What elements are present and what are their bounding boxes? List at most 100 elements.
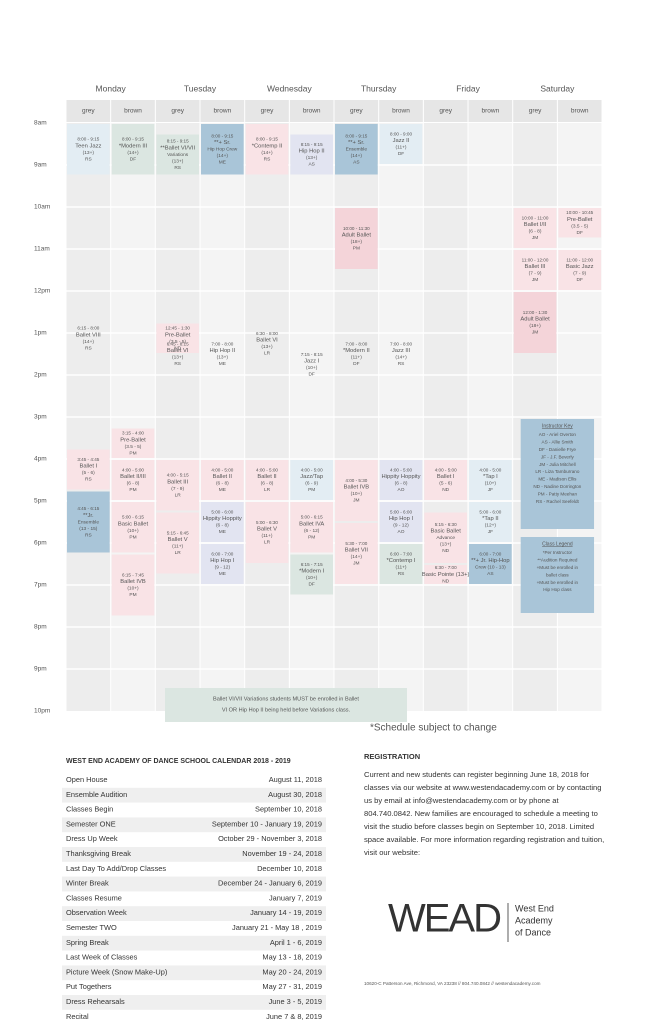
class-time: 6:30 - 7:00 — [435, 565, 457, 570]
class-block — [379, 502, 423, 542]
class-text: (10+) — [127, 528, 139, 534]
class-block — [201, 124, 244, 175]
calendar-date: January 7, 2019 — [269, 893, 322, 902]
class-text: (3.5 - 5) — [571, 223, 588, 229]
class-text: Teen Jazz — [75, 143, 101, 149]
class-text: (13+) — [172, 355, 184, 361]
instructor-key-item: DF - Danielle Frye — [539, 447, 577, 452]
instructor-key-title: Instructor Key — [542, 423, 573, 429]
calendar-date: August 11, 2018 — [269, 775, 322, 784]
class-text: (6 - 8) — [216, 481, 229, 487]
time-label: 9pm — [34, 666, 47, 673]
class-text: *Contemp I — [387, 558, 416, 564]
class-time: 5:00 - 6:00 — [479, 509, 501, 514]
class-text: Hip Hop I — [389, 516, 414, 522]
class-time: 5:00 - 6:00 — [390, 509, 412, 514]
class-legend-title: Class Legend — [542, 541, 573, 547]
class-block — [379, 124, 423, 164]
class-block — [111, 502, 155, 553]
class-text: PM — [129, 534, 136, 540]
column-header: brown — [303, 108, 321, 115]
instructor-key-box — [520, 419, 595, 529]
class-text: LR — [264, 351, 271, 357]
class-text: RS — [398, 571, 405, 577]
class-text: (14+) — [261, 150, 273, 156]
class-legend-item: *Per Instructor — [543, 550, 573, 555]
class-text: Pre-Ballet — [165, 332, 191, 338]
day-header: Wednesday — [267, 83, 312, 93]
class-block — [201, 502, 244, 542]
logo-name: of Dance — [515, 927, 551, 937]
class-time: 5:15 - 6:45 — [167, 530, 189, 535]
class-text: Ensemble — [78, 519, 100, 525]
class-text: (14+) — [217, 153, 229, 159]
time-label: 7pm — [34, 582, 47, 589]
class-text: Ballet I — [437, 474, 455, 480]
class-time: 7:00 - 8:00 — [211, 341, 233, 346]
class-text: (5 - 6) — [82, 470, 95, 476]
calendar-row-bg — [62, 965, 326, 981]
note-text: VI OR Hip Hop II being held before Varia… — [222, 707, 351, 713]
class-block — [201, 460, 244, 500]
class-text: Jazz/Tap — [300, 474, 323, 480]
time-label: 8pm — [34, 624, 47, 631]
class-legend-item: Hip Hop class — [543, 587, 572, 592]
class-block — [245, 460, 289, 500]
class-text: Crew (10 - 13) — [475, 565, 506, 571]
class-text: RS — [174, 361, 181, 367]
class-block — [424, 512, 468, 563]
class-time: 5:00 - 6:15 — [301, 515, 323, 520]
class-text: ME — [219, 160, 226, 166]
class-text: Basic Ballet — [431, 529, 462, 535]
class-text: (9 - 12) — [215, 565, 231, 571]
column-header: grey — [350, 108, 363, 115]
class-text: Adult Ballet — [342, 233, 372, 239]
column-header-bg — [155, 100, 200, 122]
class-text: Ballet I/II — [524, 222, 547, 228]
class-text: Hippity Hoppity — [382, 474, 421, 480]
class-text: (11+) — [262, 533, 273, 539]
class-text: ME — [219, 529, 226, 535]
class-text: **Ballet VI/VII — [160, 145, 195, 151]
column-header-bg — [468, 100, 513, 122]
registration-text: Current and new students can register be… — [364, 770, 605, 857]
class-block — [469, 502, 512, 542]
class-time: 3:45 - 4:45 — [77, 457, 99, 462]
class-text: DF — [577, 277, 583, 283]
class-text: Ballet III — [167, 479, 188, 485]
column-header-bg — [513, 100, 557, 122]
class-text: (6 - 8) — [261, 481, 274, 487]
class-text: Adult Ballet — [520, 317, 550, 323]
class-text: JF — [488, 529, 493, 535]
class-text: Ballet VI — [167, 348, 189, 354]
class-text: ME — [219, 361, 226, 367]
class-time: 12:00 - 1:30 — [523, 310, 548, 315]
column-header: brown — [571, 108, 589, 115]
class-time: 10:00 - 11:00 — [522, 215, 549, 220]
calendar-row-bg — [62, 995, 326, 1010]
class-time: 5:15 - 6:30 — [435, 522, 457, 527]
class-text: PM — [353, 246, 360, 252]
class-legend-box — [520, 537, 595, 613]
class-text: (12+) — [485, 523, 497, 529]
class-time: 11:00 - 12:00 — [522, 257, 549, 262]
class-text: (11+) — [396, 145, 407, 151]
calendar-event: Dress Rehearsals — [66, 997, 125, 1006]
day-header: Friday — [456, 83, 480, 93]
class-block — [111, 460, 155, 500]
class-block — [290, 502, 334, 553]
registration-title: REGISTRATION — [364, 752, 420, 761]
calendar-date: December 10, 2018 — [257, 864, 322, 873]
instructor-key-item: JM - Julia Mitchell — [539, 462, 576, 467]
class-text: DF — [353, 361, 359, 367]
column-header: grey — [171, 108, 184, 115]
class-time: 10:00 - 11:30 — [343, 226, 370, 231]
class-text: Ballet VIII — [76, 332, 101, 338]
class-text: (14+) — [83, 339, 95, 345]
calendar-date: May 13 - 18, 2019 — [262, 953, 322, 962]
class-text: (7 - 9) — [171, 486, 184, 492]
class-time: 7:00 - 8:00 — [345, 341, 367, 346]
calendar-event: Last Week of Classes — [66, 953, 138, 962]
disclaimer: *Schedule subject to change — [370, 723, 497, 734]
class-text: Ballet II/III — [120, 474, 146, 480]
